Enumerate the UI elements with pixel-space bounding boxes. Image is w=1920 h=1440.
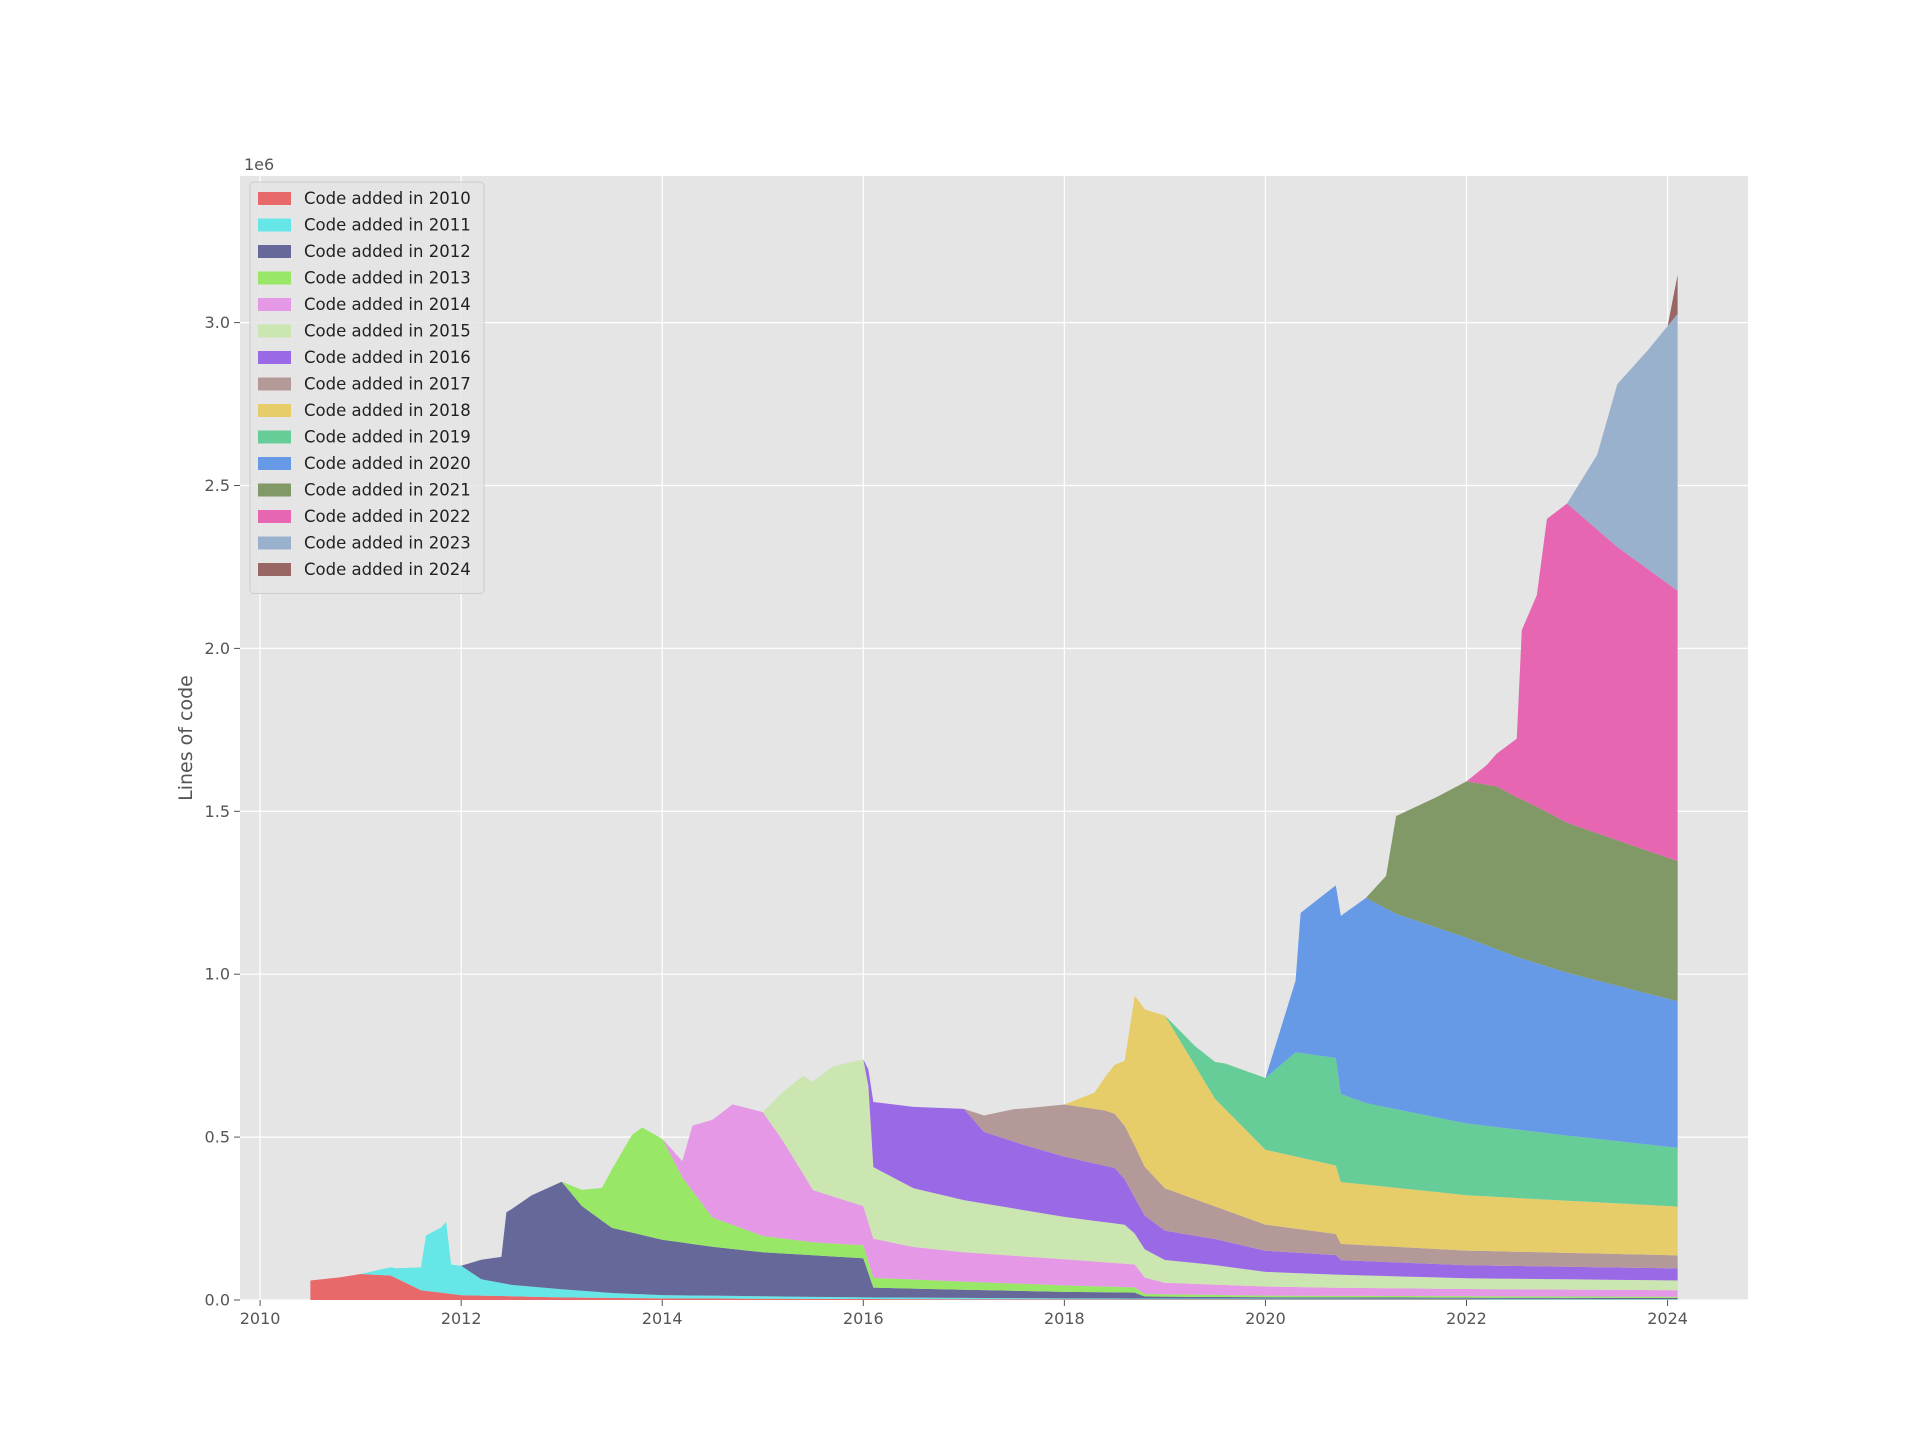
legend-label: Code added in 2024 (304, 560, 471, 579)
legend-swatch (258, 404, 291, 417)
legend-label: Code added in 2020 (304, 454, 471, 473)
legend-label: Code added in 2019 (304, 428, 471, 447)
legend-swatch (258, 324, 291, 338)
legend-label: Code added in 2023 (304, 534, 471, 553)
x-tick-label: 2012 (441, 1309, 482, 1328)
legend-swatch (258, 457, 291, 470)
area-series-1 (360, 1221, 1678, 1300)
legend-swatch (258, 430, 291, 444)
y-tick-label: 3.0 (205, 313, 230, 332)
area-series-4 (662, 1104, 1678, 1297)
legend-label: Code added in 2021 (304, 481, 471, 500)
legend-swatch (258, 483, 291, 497)
legend-label: Code added in 2013 (304, 269, 471, 288)
y-tick-label: 2.0 (205, 639, 230, 658)
legend-swatch (258, 351, 291, 364)
legend-swatch (258, 192, 291, 205)
area-series-12 (1466, 503, 1678, 862)
legend-swatch (258, 271, 291, 285)
legend-swatch (258, 218, 291, 232)
area-series-7 (963, 1104, 1678, 1269)
x-tick-label: 2022 (1446, 1309, 1487, 1328)
legend-label: Code added in 2010 (304, 189, 471, 208)
legend-label: Code added in 2022 (304, 507, 471, 526)
legend-label: Code added in 2012 (304, 242, 471, 261)
legend: Code added in 2010 Code added in 2011 Code… (249, 181, 485, 594)
y-axis-title: Lines of code (175, 675, 197, 801)
legend-label: Code added in 2015 (304, 322, 471, 341)
y-tick-label: 1.0 (205, 965, 230, 984)
area-series-group (310, 274, 1678, 1300)
x-tick-label: 2010 (240, 1309, 281, 1328)
area-series-5 (762, 1059, 1678, 1291)
legend-swatch (258, 298, 291, 311)
legend-label: Code added in 2014 (304, 295, 471, 314)
area-series-11 (1365, 781, 1678, 1002)
legend-swatch (258, 563, 291, 576)
area-series-6 (863, 1059, 1678, 1281)
y-tick-label: 0.0 (205, 1291, 230, 1310)
x-tick-label: 2024 (1647, 1309, 1688, 1328)
legend-swatch (258, 245, 291, 258)
area-series-0 (310, 1273, 1678, 1300)
area-series-8 (1064, 995, 1678, 1256)
area-series-3 (561, 1127, 1678, 1299)
y-axis-ticks: 0.0 0.5 1.0 1.5 2.0 2.5 3.0 (205, 313, 240, 1310)
y-tick-label: 2.5 (205, 476, 230, 495)
area-series-13 (1567, 313, 1678, 591)
x-tick-label: 2018 (1044, 1309, 1085, 1328)
legend-swatch (258, 536, 291, 550)
area-series-2 (461, 1181, 1678, 1300)
x-axis-ticks: 2010 2012 2014 2016 2018 2020 2022 2024 (240, 1300, 1688, 1328)
y-tick-label: 1.5 (205, 802, 230, 821)
legend-label: Code added in 2011 (304, 216, 471, 235)
area-series-10 (1265, 885, 1678, 1148)
legend-label: Code added in 2017 (304, 375, 471, 394)
x-tick-label: 2020 (1245, 1309, 1286, 1328)
y-tick-label: 0.5 (205, 1128, 230, 1147)
area-series-9 (1164, 1015, 1678, 1207)
legend-swatch (258, 510, 291, 523)
x-tick-label: 2014 (642, 1309, 683, 1328)
x-tick-label: 2016 (843, 1309, 884, 1328)
y-offset-label: 1e6 (244, 155, 274, 174)
legend-label: Code added in 2018 (304, 401, 471, 420)
area-series-14 (1667, 274, 1678, 327)
legend-swatch (258, 377, 291, 391)
legend-label: Code added in 2016 (304, 348, 471, 367)
legend-frame (249, 181, 485, 594)
